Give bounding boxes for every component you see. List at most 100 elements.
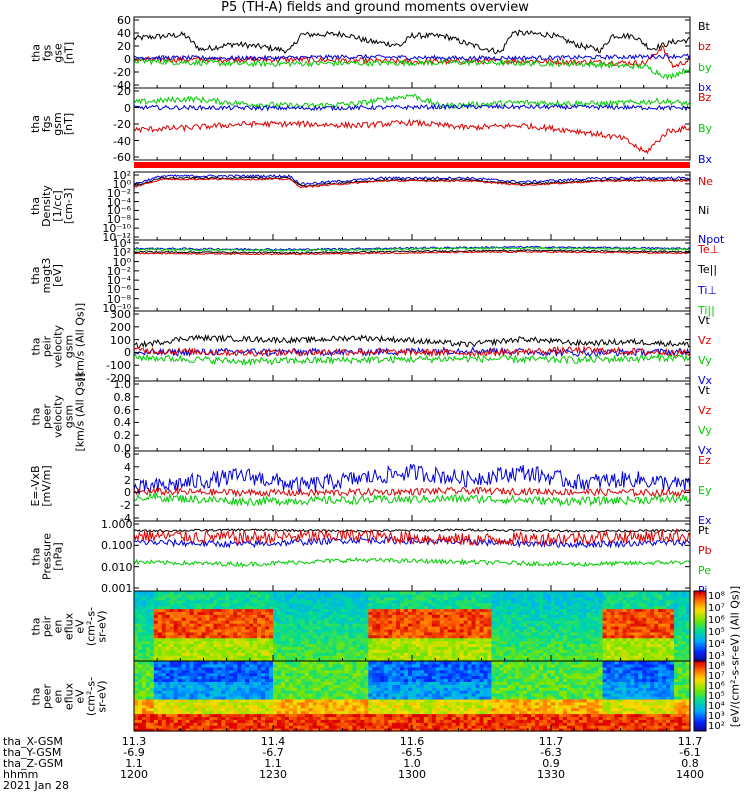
spectrogram-cell xyxy=(261,626,266,630)
spectrogram-cell xyxy=(431,596,437,601)
spectrogram-cell xyxy=(177,690,183,694)
spectrogram-cell xyxy=(149,669,155,674)
spectrogram-cell xyxy=(451,599,457,604)
spectrogram-cell xyxy=(161,687,167,691)
spectrogram-cell xyxy=(237,634,242,639)
spectrogram-cell xyxy=(221,637,226,642)
spectrogram-cell xyxy=(257,675,262,680)
spectrogram-cell xyxy=(217,605,222,610)
spectrogram-cell xyxy=(384,591,389,595)
spectrogram-cell xyxy=(209,663,215,668)
spectrogram-cell xyxy=(149,599,155,604)
spectrogram-cell xyxy=(205,669,211,674)
spectrogram-cell xyxy=(169,599,175,604)
spectrogram-cell xyxy=(527,628,532,633)
spectrogram-cell xyxy=(185,672,191,677)
spectrogram-cell xyxy=(197,719,203,723)
spectrogram-cell xyxy=(213,681,218,685)
spectrogram-cell xyxy=(499,620,504,624)
spectrogram-cell xyxy=(670,640,675,645)
spectrogram-cell xyxy=(602,628,608,633)
spectrogram-cell xyxy=(328,631,334,636)
spectrogram-cell xyxy=(427,608,433,613)
spectrogram-cell xyxy=(221,591,226,595)
spectrogram-cell xyxy=(328,713,334,718)
spectrogram-cell xyxy=(201,591,207,595)
spectrogram-cell xyxy=(173,634,179,639)
spectrogram-cell xyxy=(145,663,151,668)
spectrogram-cell xyxy=(149,722,155,726)
panel-6 xyxy=(133,380,691,452)
spectrogram-cell xyxy=(241,722,246,726)
spectrogram-cell xyxy=(443,599,449,604)
spectrogram-cell xyxy=(539,643,544,648)
spectrogram-cell xyxy=(662,652,667,656)
spectrogram-cell xyxy=(173,678,179,683)
spectrogram-cell xyxy=(408,634,413,639)
spectrogram-cell xyxy=(205,611,211,615)
spectrogram-cell xyxy=(229,704,234,709)
spectrogram-cell xyxy=(233,593,238,598)
spectrogram-cell xyxy=(519,596,524,601)
spectrogram-cell xyxy=(606,608,612,613)
spectrogram-cell xyxy=(515,655,520,659)
spectrogram-cell xyxy=(678,623,683,627)
spectrogram-cell xyxy=(300,593,306,598)
spectrogram-cell xyxy=(427,620,433,624)
spectrogram-cell xyxy=(288,661,294,665)
spectrogram-cell xyxy=(245,725,250,729)
spectrogram-cell xyxy=(558,628,564,633)
spectrogram-cell xyxy=(149,617,155,621)
spectrogram-cell xyxy=(137,649,143,653)
spectrogram-cell xyxy=(686,628,691,633)
spectrogram-cell xyxy=(217,626,222,630)
spectrogram-cell xyxy=(193,655,199,659)
spectrogram-cell xyxy=(177,623,183,627)
spectrogram-cell xyxy=(276,704,282,709)
spectrogram-cell xyxy=(257,655,262,659)
spectrogram-cell xyxy=(288,725,294,729)
spectrogram-cell xyxy=(185,722,191,726)
spectrogram-cell xyxy=(225,684,230,688)
spectrogram-cell xyxy=(137,690,143,694)
spectrogram-cell xyxy=(153,675,159,680)
spectrogram-cell xyxy=(499,646,504,650)
spectrogram-cell xyxy=(261,690,266,694)
spectrogram-cell xyxy=(594,617,600,621)
spectrogram-cell xyxy=(344,608,350,613)
spectrogram-cell xyxy=(344,605,350,610)
spectrogram-cell xyxy=(241,620,246,624)
spectrogram-cell xyxy=(280,698,286,703)
spectrogram-cell xyxy=(265,707,270,712)
spectrogram-cell xyxy=(384,652,389,656)
spectrogram-cell xyxy=(566,617,572,621)
spectrogram-cell xyxy=(284,663,290,668)
spectrogram-cell xyxy=(249,666,254,671)
spectrogram-cell xyxy=(570,626,576,630)
spectrogram-cell xyxy=(249,593,254,598)
spectrogram-cell xyxy=(269,599,274,604)
spectrogram-cell xyxy=(427,628,433,633)
spectrogram-cell xyxy=(141,716,147,720)
spectrogram-cell xyxy=(141,620,147,624)
spectrogram-cell xyxy=(261,658,266,662)
spectrogram-cell xyxy=(455,602,461,607)
spectrogram-cell xyxy=(495,593,500,598)
spectrogram-cell xyxy=(562,652,568,656)
spectrogram-cell xyxy=(431,628,437,633)
spectrogram-cell xyxy=(269,728,274,732)
spectrogram-cell xyxy=(447,608,453,613)
spectrogram-cell xyxy=(491,637,496,642)
spectrogram-cell xyxy=(201,693,207,697)
spectrogram-cell xyxy=(384,643,389,648)
spectrogram-cell xyxy=(169,623,175,627)
spectrogram-cell xyxy=(483,649,489,653)
spectrogram-cell xyxy=(134,710,139,715)
spectrogram-cell xyxy=(245,611,250,615)
spectrogram-cell xyxy=(364,614,369,618)
spectrogram-cell xyxy=(197,728,203,732)
spectrogram-cell xyxy=(201,684,207,688)
spectrogram-cell xyxy=(145,623,151,627)
spectrogram-cell xyxy=(213,605,218,610)
spectrogram-cell xyxy=(570,620,576,624)
